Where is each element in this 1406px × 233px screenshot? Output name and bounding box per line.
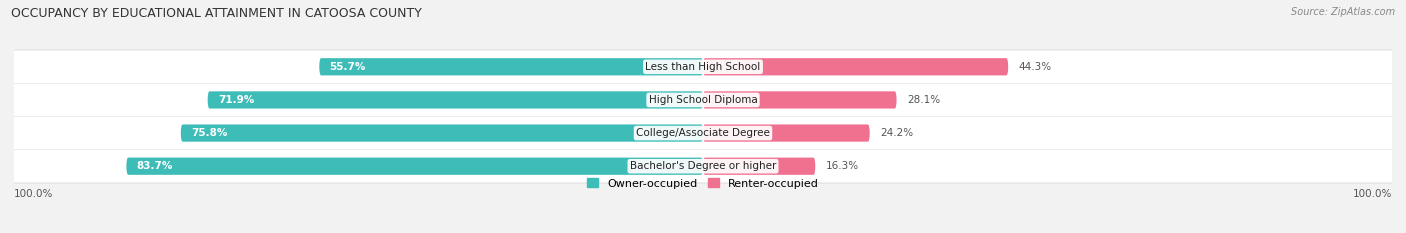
Text: 100.0%: 100.0% [1353,188,1392,199]
FancyBboxPatch shape [127,158,703,175]
Text: 44.3%: 44.3% [1018,62,1052,72]
Legend: Owner-occupied, Renter-occupied: Owner-occupied, Renter-occupied [582,174,824,193]
Text: College/Associate Degree: College/Associate Degree [636,128,770,138]
Text: Source: ZipAtlas.com: Source: ZipAtlas.com [1291,7,1395,17]
Text: High School Diploma: High School Diploma [648,95,758,105]
Text: 83.7%: 83.7% [136,161,173,171]
Text: 28.1%: 28.1% [907,95,941,105]
FancyBboxPatch shape [0,116,1406,150]
Text: OCCUPANCY BY EDUCATIONAL ATTAINMENT IN CATOOSA COUNTY: OCCUPANCY BY EDUCATIONAL ATTAINMENT IN C… [11,7,422,20]
FancyBboxPatch shape [703,91,897,109]
FancyBboxPatch shape [0,84,1406,116]
FancyBboxPatch shape [0,50,1406,84]
Text: Less than High School: Less than High School [645,62,761,72]
Text: 24.2%: 24.2% [880,128,912,138]
Text: 55.7%: 55.7% [329,62,366,72]
FancyBboxPatch shape [0,150,1406,183]
FancyBboxPatch shape [703,58,1008,75]
Text: 75.8%: 75.8% [191,128,228,138]
FancyBboxPatch shape [0,117,1406,149]
FancyBboxPatch shape [208,91,703,109]
Text: Bachelor's Degree or higher: Bachelor's Degree or higher [630,161,776,171]
FancyBboxPatch shape [0,149,1406,183]
FancyBboxPatch shape [181,124,703,142]
FancyBboxPatch shape [703,124,870,142]
FancyBboxPatch shape [703,158,815,175]
FancyBboxPatch shape [0,50,1406,83]
Text: 16.3%: 16.3% [825,161,859,171]
FancyBboxPatch shape [0,83,1406,117]
FancyBboxPatch shape [319,58,703,75]
Text: 100.0%: 100.0% [14,188,53,199]
Text: 71.9%: 71.9% [218,95,254,105]
